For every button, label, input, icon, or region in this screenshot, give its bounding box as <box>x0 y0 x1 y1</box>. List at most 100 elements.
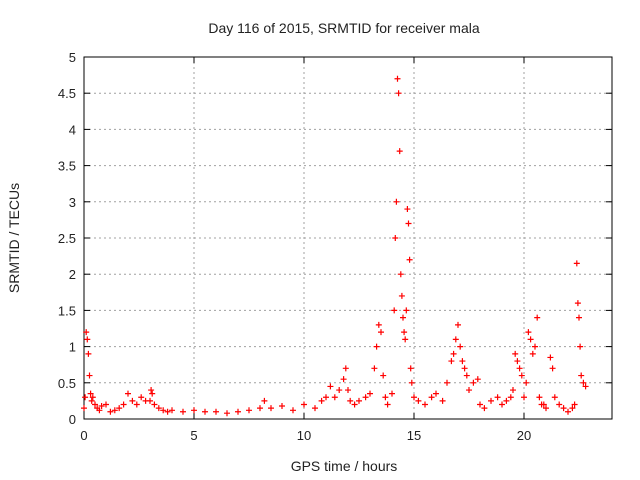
data-point <box>452 336 459 343</box>
data-point <box>107 408 114 415</box>
data-point <box>389 390 395 397</box>
y-axis-label: SRMTID / TECUs <box>6 183 22 293</box>
data-point <box>394 75 401 82</box>
data-point <box>400 314 406 321</box>
data-point <box>565 408 571 415</box>
data-point <box>89 394 96 401</box>
data-point <box>268 405 274 412</box>
data-point <box>448 358 455 365</box>
data-point <box>439 397 446 404</box>
data-point <box>88 397 95 404</box>
data-point <box>148 387 155 394</box>
data-point <box>213 408 219 415</box>
data-point <box>577 343 584 350</box>
y-tick-label: 0 <box>69 412 76 427</box>
data-point <box>382 394 389 401</box>
data-point <box>362 394 369 401</box>
y-tick-label: 2 <box>69 267 76 282</box>
data-point <box>415 397 422 404</box>
data-point <box>474 376 481 383</box>
data-point <box>494 394 501 401</box>
data-point <box>576 314 582 321</box>
data-point <box>401 329 408 336</box>
data-point <box>532 343 538 350</box>
y-tick-label: 3.5 <box>58 159 76 174</box>
y-tick-label: 0.5 <box>58 376 76 391</box>
data-point <box>514 358 521 365</box>
data-point <box>164 408 171 415</box>
data-point <box>536 394 543 401</box>
data-point <box>312 405 318 412</box>
data-point <box>433 390 439 397</box>
y-tick-label: 1 <box>69 340 76 355</box>
data-point <box>411 394 417 401</box>
x-tick-label: 5 <box>190 428 197 443</box>
data-point <box>499 401 505 408</box>
data-point <box>549 365 556 372</box>
chart-title: Day 116 of 2015, SRMTID for receiver mal… <box>208 20 480 36</box>
data-point <box>560 405 567 412</box>
data-point <box>235 408 241 415</box>
data-point <box>404 206 411 213</box>
data-point <box>569 405 576 412</box>
data-point <box>191 407 197 414</box>
data-point <box>408 379 415 386</box>
data-point <box>525 329 532 336</box>
y-tick-label: 1.5 <box>58 303 76 318</box>
data-point <box>510 387 516 394</box>
data-point <box>402 336 409 343</box>
data-point <box>160 407 167 414</box>
data-point <box>444 379 450 386</box>
data-point <box>257 405 263 412</box>
data-point <box>86 372 93 379</box>
data-point <box>521 394 527 401</box>
data-point <box>129 397 136 404</box>
data-point <box>457 343 464 350</box>
data-point <box>87 390 94 397</box>
y-tick-label: 4 <box>69 122 76 137</box>
data-point <box>371 365 378 372</box>
data-point <box>290 407 296 414</box>
data-point <box>151 401 158 408</box>
y-tick-label: 4.5 <box>58 86 76 101</box>
data-point <box>367 390 373 397</box>
data-point <box>503 397 510 404</box>
data-point <box>125 390 131 397</box>
y-tick-label: 2.5 <box>58 231 76 246</box>
data-point <box>84 336 91 343</box>
x-tick-label: 10 <box>297 428 311 443</box>
data-point <box>92 401 98 408</box>
data-point <box>523 379 530 386</box>
data-point <box>133 401 140 408</box>
data-point <box>340 376 347 383</box>
data-point <box>392 235 399 241</box>
data-point <box>301 401 307 408</box>
data-point <box>407 365 414 372</box>
data-point <box>459 358 466 365</box>
data-point <box>336 387 343 394</box>
data-point <box>477 401 483 408</box>
data-point <box>466 387 472 394</box>
x-tick-label: 20 <box>517 428 531 443</box>
x-axis-label: GPS time / hours <box>291 458 398 474</box>
data-point <box>378 329 384 336</box>
data-point <box>488 397 494 404</box>
y-tick-label: 3 <box>69 195 76 210</box>
data-point <box>395 90 402 97</box>
data-point <box>580 379 587 386</box>
data-point <box>397 271 404 278</box>
data-point <box>534 314 541 321</box>
data-point <box>529 350 536 357</box>
data-point <box>547 354 554 361</box>
data-point <box>556 401 563 408</box>
data-point <box>450 350 457 357</box>
data-point <box>406 256 413 263</box>
data-point <box>403 307 410 314</box>
data-point <box>85 350 92 357</box>
data-point <box>261 397 268 404</box>
x-tick-label: 15 <box>407 428 421 443</box>
data-point <box>81 405 87 412</box>
data-point <box>470 379 477 386</box>
